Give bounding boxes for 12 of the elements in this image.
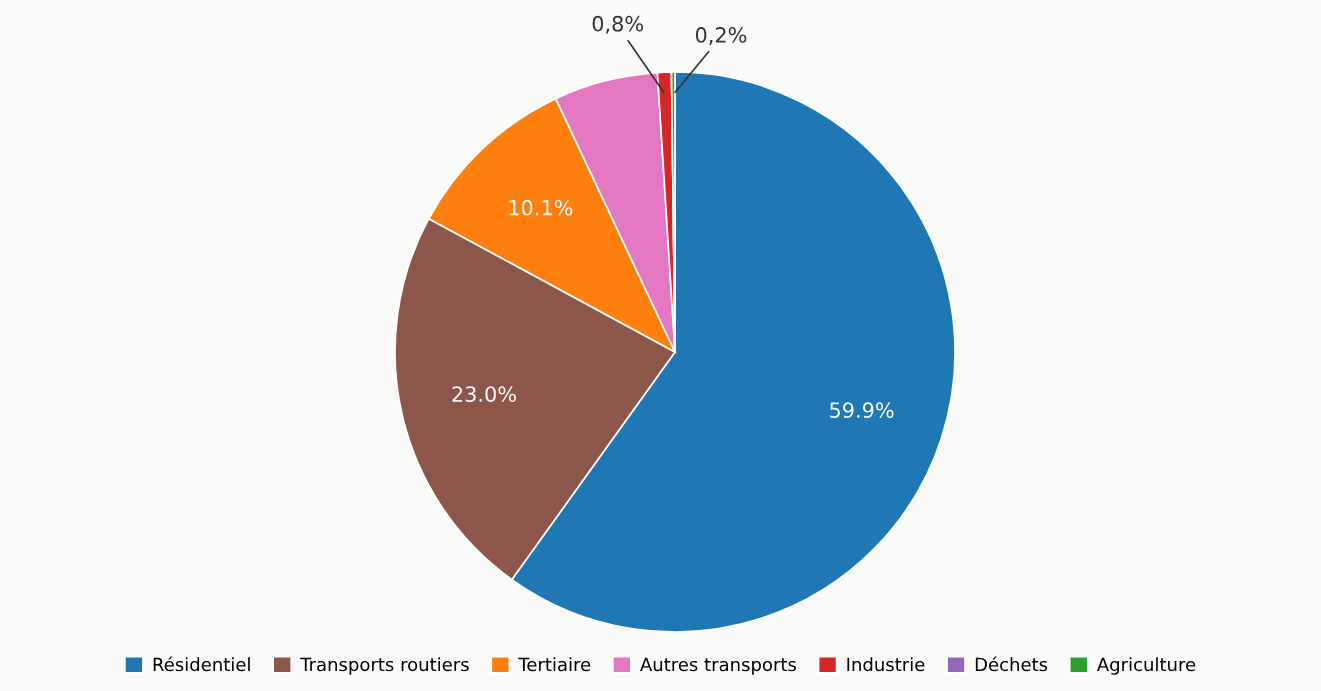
data-label: 59.9% bbox=[830, 402, 894, 419]
legend-label: Industrie bbox=[847, 657, 925, 672]
legend-label: Déchets bbox=[975, 656, 1048, 672]
data-label: 0,8% bbox=[592, 15, 644, 34]
data-label: 10.1% bbox=[509, 199, 573, 216]
legend-label: Résidentiel bbox=[153, 656, 250, 672]
legend-label: Agriculture bbox=[1096, 657, 1196, 675]
legend-label: Autres transports bbox=[640, 657, 797, 675]
legend-label: Tertiaire bbox=[518, 657, 591, 672]
data-label: 0,2% bbox=[695, 27, 747, 45]
data-label: 23.0% bbox=[452, 386, 516, 402]
legend-label: Transports routiers bbox=[300, 657, 469, 675]
